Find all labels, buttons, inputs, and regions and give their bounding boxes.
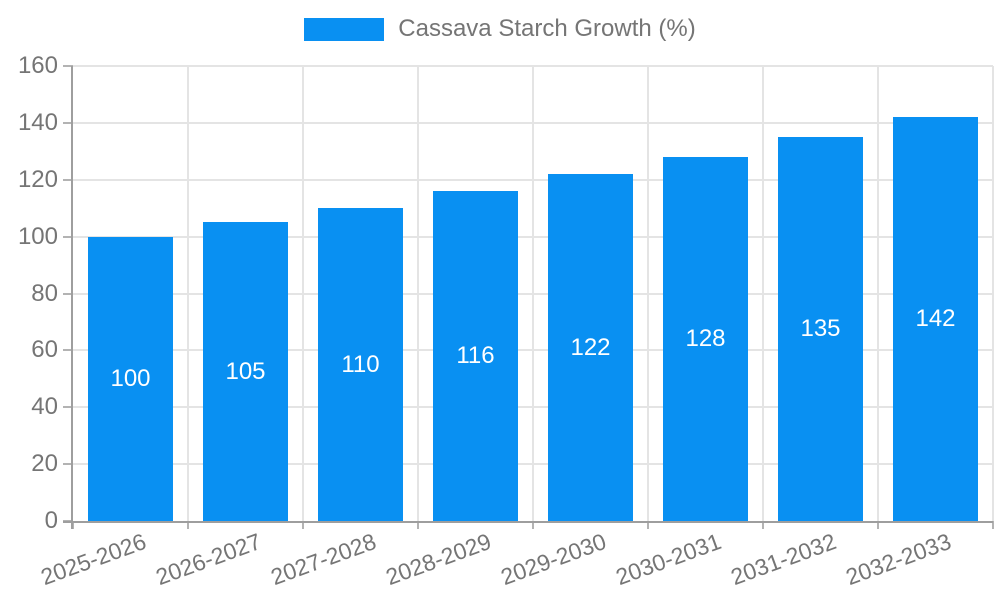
x-tick-mark — [762, 521, 764, 529]
bar-value-label: 100 — [110, 364, 151, 392]
x-tick-label: 2026-2027 — [151, 528, 265, 591]
y-tick-label: 40 — [31, 393, 58, 421]
y-tick-label: 100 — [17, 222, 58, 250]
x-tick-mark — [302, 521, 304, 529]
v-gridline — [302, 66, 304, 521]
v-gridline — [877, 66, 879, 521]
y-tick-label: 20 — [31, 450, 58, 478]
bar-value-label: 142 — [915, 305, 956, 333]
bar-value-label: 116 — [456, 342, 495, 370]
y-axis-line — [71, 66, 73, 529]
y-tick-mark — [63, 178, 73, 181]
y-tick-label: 140 — [17, 108, 58, 136]
legend-label: Cassava Starch Growth (%) — [398, 15, 696, 42]
x-tick-mark — [992, 521, 994, 529]
bar: 110 — [318, 208, 403, 521]
v-gridline — [992, 66, 994, 521]
bar: 105 — [203, 222, 288, 521]
bar: 122 — [548, 174, 633, 521]
x-tick-label: 2028-2029 — [381, 528, 495, 591]
x-tick-mark — [417, 521, 419, 529]
x-tick-label: 2027-2028 — [266, 528, 380, 591]
v-gridline — [417, 66, 419, 521]
x-axis-line — [63, 521, 993, 523]
bar: 128 — [663, 157, 748, 521]
x-tick-label: 2029-2030 — [496, 528, 610, 591]
x-tick-label: 2030-2031 — [611, 528, 725, 591]
bar: 142 — [893, 117, 978, 521]
y-tick-mark — [63, 463, 73, 466]
y-tick-label: 80 — [31, 279, 58, 307]
bar: 116 — [433, 191, 518, 521]
v-gridline — [647, 66, 649, 521]
bar-value-label: 128 — [685, 325, 726, 352]
bar: 135 — [778, 137, 863, 521]
y-tick-mark — [63, 235, 73, 238]
y-tick-mark — [63, 121, 73, 124]
v-gridline — [532, 66, 534, 521]
v-gridline — [762, 66, 764, 521]
x-tick-mark — [532, 521, 534, 529]
x-tick-mark — [877, 521, 879, 529]
y-tick-label: 0 — [44, 507, 58, 534]
x-tick-label: 2031-2032 — [726, 528, 840, 591]
bar-value-label: 105 — [225, 357, 266, 385]
y-tick-mark — [63, 292, 73, 295]
y-tick-label: 120 — [17, 165, 58, 193]
x-tick-mark — [187, 521, 189, 529]
x-tick-mark — [72, 521, 74, 529]
bar-value-label: 122 — [570, 333, 611, 361]
x-tick-label: 2032-2033 — [841, 528, 955, 591]
y-tick-mark — [63, 65, 73, 67]
x-tick-mark — [647, 521, 649, 529]
v-gridline — [187, 66, 189, 521]
bar-value-label: 135 — [800, 315, 841, 343]
y-tick-mark — [63, 349, 73, 352]
y-tick-mark — [63, 406, 73, 409]
bar: 100 — [88, 236, 173, 521]
x-tick-label: 2025-2026 — [36, 528, 150, 591]
y-tick-label: 160 — [17, 52, 58, 79]
legend[interactable]: Cassava Starch Growth (%) — [0, 16, 1000, 42]
y-tick-label: 60 — [31, 336, 58, 364]
legend-swatch — [304, 17, 385, 41]
bar-value-label: 110 — [341, 350, 380, 378]
